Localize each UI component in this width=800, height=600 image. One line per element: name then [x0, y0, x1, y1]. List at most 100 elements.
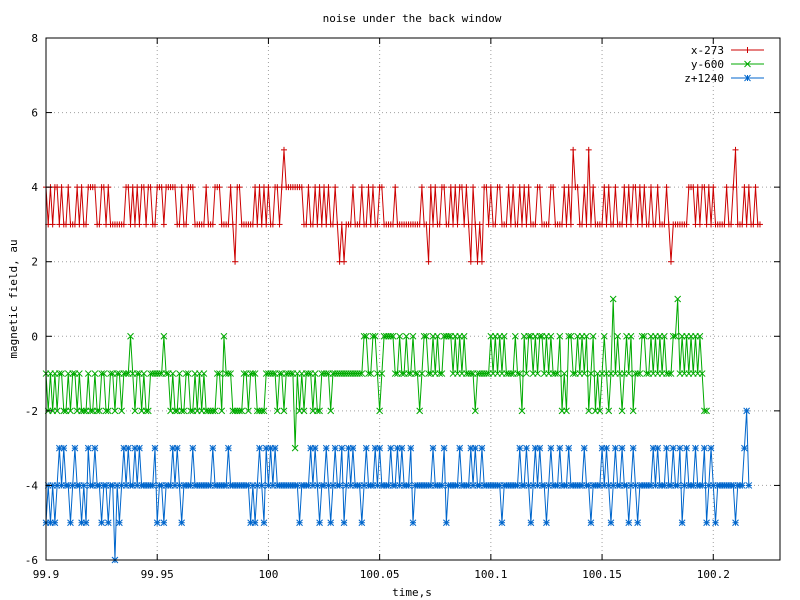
- data-point: [405, 370, 412, 377]
- data-point: [511, 332, 519, 340]
- data-point: [360, 332, 368, 340]
- data-point: [229, 221, 236, 228]
- x-tick-label: 100.05: [360, 568, 400, 581]
- data-point: [162, 370, 170, 377]
- x-tick-label: 100.1: [474, 568, 507, 581]
- data-point: [316, 407, 323, 415]
- data-point: [407, 444, 415, 452]
- data-point: [256, 444, 263, 452]
- data-point: [550, 184, 557, 191]
- x-tick-label: 99.9: [33, 568, 60, 581]
- series-layer: [42, 146, 763, 564]
- data-point: [80, 407, 88, 415]
- data-point: [569, 370, 577, 377]
- data-point: [425, 258, 432, 265]
- data-point: [216, 370, 223, 377]
- y-tick-label: 4: [31, 181, 38, 194]
- data-point: [151, 444, 159, 452]
- y-tick-label: -2: [25, 405, 38, 418]
- data-point: [618, 444, 626, 452]
- data-point: [78, 184, 85, 191]
- data-point: [696, 332, 704, 340]
- data-point: [692, 444, 699, 452]
- data-point: [402, 332, 410, 340]
- data-point: [580, 370, 588, 377]
- data-point: [534, 370, 541, 377]
- data-point: [669, 332, 677, 340]
- data-point: [84, 370, 92, 377]
- data-point: [96, 221, 103, 228]
- data-point: [445, 332, 452, 340]
- data-point: [732, 519, 739, 527]
- data-point: [565, 184, 572, 191]
- data-point: [104, 519, 112, 527]
- data-point: [612, 184, 619, 191]
- data-point: [701, 407, 708, 415]
- data-point: [627, 221, 634, 228]
- data-point: [96, 407, 103, 415]
- data-point: [398, 370, 406, 377]
- series-y-600: [42, 295, 710, 452]
- data-point: [220, 332, 228, 340]
- data-point: [349, 444, 357, 452]
- data-point: [560, 370, 568, 377]
- data-point: [638, 332, 646, 340]
- series-x-273: [43, 146, 763, 265]
- data-point: [745, 482, 753, 489]
- data-point: [634, 519, 642, 527]
- data-point: [605, 407, 613, 415]
- data-point: [440, 444, 448, 452]
- data-point: [153, 519, 161, 527]
- data-point: [67, 519, 74, 527]
- data-point: [376, 444, 383, 452]
- data-point: [460, 332, 468, 340]
- data-point: [227, 184, 234, 191]
- data-point: [438, 370, 446, 377]
- data-point: [603, 444, 610, 452]
- data-point: [369, 184, 376, 191]
- data-point: [441, 184, 448, 191]
- data-point: [296, 519, 303, 527]
- data-point: [676, 444, 684, 452]
- data-point: [136, 444, 143, 452]
- data-point: [173, 444, 181, 452]
- data-point: [314, 407, 321, 415]
- data-point: [587, 519, 595, 527]
- data-point: [703, 407, 710, 415]
- data-point: [209, 407, 217, 415]
- data-point: [260, 407, 268, 415]
- data-point: [425, 370, 432, 377]
- data-point: [53, 407, 61, 415]
- data-point: [51, 519, 59, 527]
- data-point: [587, 370, 595, 377]
- data-point: [269, 221, 276, 228]
- data-point: [225, 370, 232, 377]
- y-axis-label: magnetic field, au: [7, 239, 20, 358]
- data-point: [730, 184, 737, 191]
- series-line: [45, 298, 707, 449]
- data-point: [249, 370, 257, 377]
- data-point: [280, 146, 287, 153]
- data-point: [322, 444, 330, 452]
- data-point: [140, 370, 148, 377]
- data-point: [87, 407, 94, 415]
- data-point: [589, 332, 597, 340]
- data-point: [683, 444, 690, 452]
- data-point: [454, 221, 461, 228]
- y-tick-label: 8: [31, 32, 38, 45]
- data-point: [180, 407, 188, 415]
- data-point: [213, 370, 221, 377]
- data-point: [276, 370, 283, 377]
- data-point: [187, 407, 194, 415]
- y-tick-label: -6: [25, 554, 38, 567]
- data-point: [554, 370, 561, 377]
- data-point: [169, 370, 177, 377]
- plot-frame: [45, 37, 781, 561]
- chart-title: noise under the back window: [323, 12, 502, 25]
- data-point: [396, 332, 404, 340]
- data-point: [227, 370, 234, 377]
- data-point: [525, 184, 532, 191]
- data-point: [409, 519, 417, 527]
- x-tick-label: 100.2: [697, 568, 730, 581]
- data-point: [510, 184, 517, 191]
